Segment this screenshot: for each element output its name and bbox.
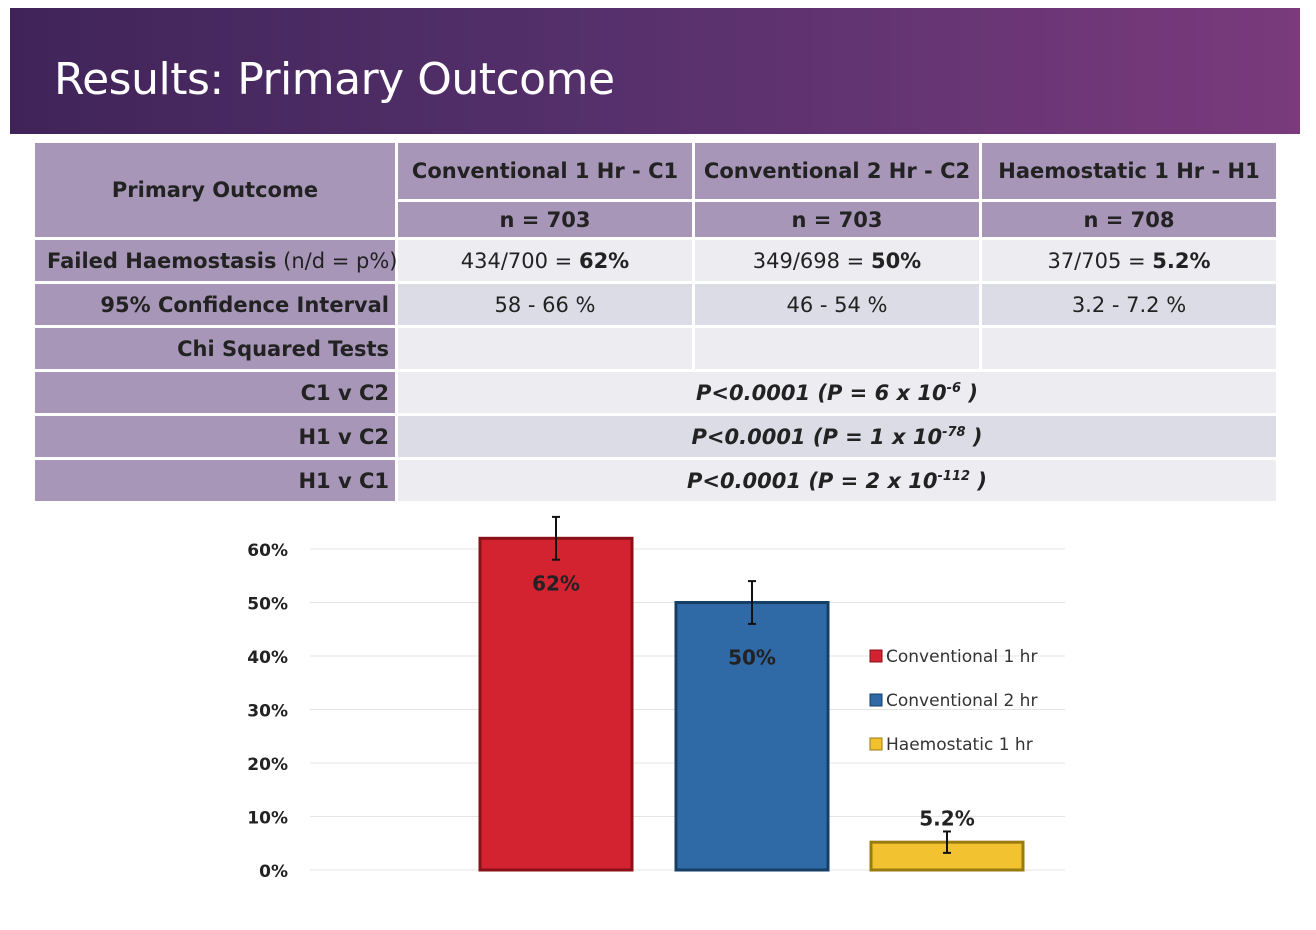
chi-empty-c2 <box>695 328 979 372</box>
pvalue-c1-v-c2-text: P<0.0001 (P = 6 x 10 <box>696 380 947 405</box>
row-label-failed-normal: (n/d = p%) <box>276 248 398 273</box>
failed-haemostasis-bar-chart: 0% 10% 20% 30% 40% 50% 60% 62% 50% 5.2% Convention… <box>247 515 1065 882</box>
legend-label: Conventional 2 hr <box>886 691 1037 711</box>
legend-swatch <box>869 693 883 707</box>
ci-h1: 3.2 - 7.2 % <box>982 284 1276 328</box>
failed-h1-percent: 5.2% <box>1152 248 1211 273</box>
failed-c1-percent: 62% <box>578 248 630 273</box>
row-label-h1-v-c2: H1 v C2 <box>35 416 395 460</box>
ci-c2: 46 - 54 % <box>695 284 979 328</box>
pvalue-h1-v-c2-close: ) <box>965 424 983 449</box>
header-primary-outcome: Primary Outcome <box>35 143 395 240</box>
bar-highlight <box>484 542 628 866</box>
failed-c1: 434/700 = 62% <box>398 240 692 284</box>
legend-label: Conventional 1 hr <box>886 647 1037 667</box>
pvalue-c1-v-c2-exponent: -6 <box>946 380 962 396</box>
column-header-c1: Conventional 1 Hr - C1 <box>398 143 692 202</box>
failed-h1: 37/705 = 5.2% <box>982 240 1276 284</box>
chi-empty-h1 <box>982 328 1276 372</box>
row-label-failed-haemostasis: Failed Haemostasis (n/d = p%) <box>35 240 398 284</box>
title-banner: Results: Primary Outcome <box>10 8 1300 134</box>
row-label-h1-v-c1: H1 v C1 <box>35 460 395 504</box>
y-tick-label: 10% <box>247 809 288 829</box>
bar-highlight <box>680 606 824 866</box>
column-header-h1: Haemostatic 1 Hr - H1 <box>982 143 1276 202</box>
pvalue-h1-v-c1: P<0.0001 (P = 2 x 10-112 ) <box>398 460 1276 504</box>
results-table: Primary Outcome Conventional 1 Hr - C1 C… <box>32 143 1279 504</box>
data-label: 5.2% <box>919 806 974 830</box>
row-label-c1-v-c2: C1 v C2 <box>35 372 395 416</box>
legend-swatch <box>869 737 883 751</box>
pvalue-c1-v-c2-close: ) <box>961 380 978 405</box>
failed-c2-ratio: 349/698 = <box>752 248 871 273</box>
failed-c2-percent: 50% <box>870 248 922 273</box>
pvalue-h1-v-c2-exponent: -78 <box>942 424 966 440</box>
row-label-failed-bold: Failed Haemostasis <box>47 248 277 273</box>
column-n-c1: n = 703 <box>398 202 692 240</box>
failed-c2: 349/698 = 50% <box>695 240 979 284</box>
pvalue-h1-v-c2: P<0.0001 (P = 1 x 10-78 ) <box>398 416 1276 460</box>
row-label-chi-squared: Chi Squared Tests <box>35 328 395 372</box>
pvalue-h1-v-c1-exponent: -112 <box>937 468 971 484</box>
data-label: 62% <box>532 571 580 595</box>
failed-h1-ratio: 37/705 = <box>1047 248 1153 273</box>
y-tick-label: 40% <box>247 648 288 668</box>
page-title: Results: Primary Outcome <box>54 54 615 105</box>
y-tick-label: 50% <box>247 595 288 615</box>
column-header-c2: Conventional 2 Hr - C2 <box>695 143 979 202</box>
row-label-confidence-interval: 95% Confidence Interval <box>35 284 395 328</box>
legend-swatch <box>869 649 883 663</box>
y-tick-label: 60% <box>247 541 288 561</box>
pvalue-h1-v-c1-close: ) <box>970 468 987 493</box>
data-label: 50% <box>728 646 776 670</box>
bar-highlight <box>875 846 1019 866</box>
pvalue-h1-v-c1-text: P<0.0001 (P = 2 x 10 <box>686 468 938 493</box>
ci-c1: 58 - 66 % <box>398 284 692 328</box>
y-tick-label: 20% <box>247 755 288 775</box>
legend-label: Haemostatic 1 hr <box>886 735 1033 755</box>
column-n-h1: n = 708 <box>982 202 1276 240</box>
pvalue-h1-v-c2-text: P<0.0001 (P = 1 x 10 <box>691 424 943 449</box>
y-tick-label: 30% <box>247 702 288 722</box>
pvalue-c1-v-c2: P<0.0001 (P = 6 x 10-6 ) <box>398 372 1276 416</box>
y-tick-label: 0% <box>259 862 288 882</box>
failed-c1-ratio: 434/700 = <box>460 248 579 273</box>
chi-empty-c1 <box>398 328 692 372</box>
column-n-c2: n = 703 <box>695 202 979 240</box>
